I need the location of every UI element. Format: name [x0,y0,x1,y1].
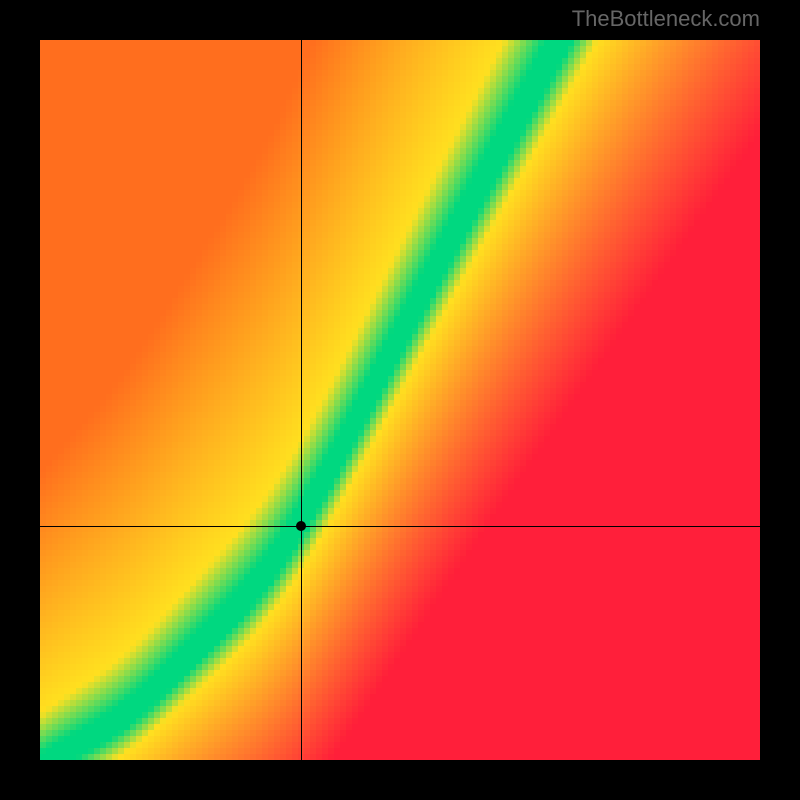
crosshair-vertical [301,40,302,760]
crosshair-horizontal [40,526,760,527]
watermark-text: TheBottleneck.com [572,6,760,32]
heatmap-canvas [40,40,760,760]
crosshair-dot [296,521,306,531]
heatmap-plot [40,40,760,760]
